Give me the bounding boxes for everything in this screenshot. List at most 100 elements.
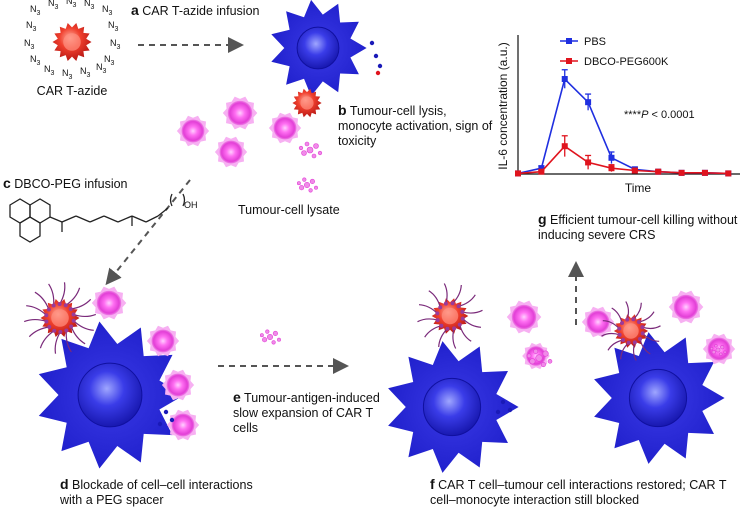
data-point (725, 170, 732, 177)
tumour-lysate (710, 344, 727, 356)
lysate-fragment (298, 145, 304, 151)
arrow-c (105, 179, 191, 286)
peg-arm (70, 326, 86, 345)
tumour-cell (166, 409, 200, 441)
lysate-fragment (309, 178, 315, 184)
step-f-text: CAR T cell–tumour cell interactions rest… (430, 478, 727, 507)
azide-group: N3 (44, 64, 55, 77)
peg-spacers (601, 301, 661, 361)
t-cell-nucleus (300, 96, 314, 110)
lysate-fragment (301, 150, 307, 156)
cytokine-dots (495, 399, 513, 415)
azide-group: N3 (102, 4, 113, 17)
azide-subscript: 3 (91, 4, 95, 11)
cytokine-dot (369, 40, 375, 46)
peg-anchor (636, 320, 641, 325)
azide-subscript: 3 (55, 4, 59, 11)
peg-anchor (631, 317, 636, 322)
peg-anchor (51, 303, 56, 308)
cytokine-dot (375, 70, 381, 76)
peg-anchor (438, 305, 443, 310)
peg-anchor (450, 301, 455, 306)
lysate-fragment (547, 359, 553, 364)
tumour-cell (176, 115, 210, 147)
azide-subscript: 3 (37, 60, 41, 67)
tumour-cell-body (586, 310, 610, 334)
tumour-cell (214, 136, 248, 168)
peg-anchor (460, 316, 465, 321)
peg-arm (73, 320, 94, 331)
azide-subscript: 3 (73, 2, 77, 9)
cytokine-dot (373, 53, 379, 59)
tumour-cell-body (151, 329, 175, 353)
peg-arm (462, 309, 483, 314)
peg-anchor (64, 328, 69, 333)
series-line-0 (517, 77, 729, 175)
cytokine-dot (163, 409, 169, 415)
lysate-fragment (535, 354, 543, 362)
peg-anchor (617, 326, 622, 331)
step-d: d Blockade of cell–cell interactions wit… (60, 477, 260, 508)
oh-label: OH (184, 200, 198, 210)
data-point (655, 168, 662, 175)
peg-arm (70, 298, 92, 310)
data-point (561, 76, 568, 83)
peg-anchor (445, 326, 450, 331)
step-c-letter: c (3, 175, 11, 191)
tumour-cell-body (219, 140, 243, 164)
peg-anchor (52, 328, 57, 333)
data-point (538, 165, 545, 172)
cytokine-dot (377, 63, 383, 69)
t-cell (52, 23, 92, 61)
peg-anchor (625, 317, 630, 322)
lysate-fragment (317, 150, 323, 156)
data-point (561, 143, 568, 150)
il6-chart: IL-6 concentration (a.u.) Time PBS DBCO-… (496, 35, 740, 195)
tumour-cell (222, 96, 258, 130)
azide-group: N3 (62, 68, 73, 81)
tumour-cell-body (227, 100, 253, 126)
azide-subscript: 3 (87, 72, 91, 79)
data-point (608, 154, 615, 161)
lysate-fragment (304, 141, 310, 147)
cytokine-dot (500, 399, 506, 405)
lysate-fragment (259, 333, 264, 338)
lysate-fragment (299, 185, 305, 191)
data-point (585, 159, 592, 166)
lysate-fragment (710, 347, 714, 351)
step-d-text: Blockade of cell–cell interactions with … (60, 478, 253, 507)
peg-arm (34, 291, 50, 310)
lysate-fragment (711, 350, 716, 355)
t-cell-nucleus (441, 307, 459, 325)
peg-anchor (71, 318, 76, 323)
data-point (515, 170, 521, 177)
lysate-fragment (720, 345, 725, 350)
azide-group: N3 (104, 54, 115, 67)
macrophage-nucleus (296, 26, 340, 70)
cytokine-dot (507, 407, 513, 413)
peg-spacers (417, 283, 483, 349)
peg-anchor (620, 321, 625, 326)
azide-group: N3 (110, 38, 121, 51)
tumour-cell (268, 112, 302, 144)
step-f-letter: f (430, 476, 435, 492)
tumour-cell-body (511, 304, 537, 330)
tumour-cell (581, 306, 615, 338)
lysate-fragment (277, 337, 281, 342)
tumour-cell (146, 325, 180, 357)
step-a-letter: a (131, 2, 139, 18)
lysate-fragment (306, 146, 314, 154)
lysate-fragment (719, 352, 723, 356)
azide-subscript: 3 (111, 60, 115, 67)
tumour-lysate (296, 177, 318, 193)
cytokine-dots (369, 40, 383, 76)
tumour-lysate (298, 141, 323, 159)
peg-anchor (58, 329, 63, 334)
macrophage-nucleus (628, 368, 688, 428)
lysate-fragment (272, 330, 278, 336)
lysate-fragment (723, 350, 727, 354)
tumour-lysate (526, 348, 553, 368)
azide-subscript: 3 (103, 68, 107, 75)
peg-anchor (68, 307, 73, 312)
